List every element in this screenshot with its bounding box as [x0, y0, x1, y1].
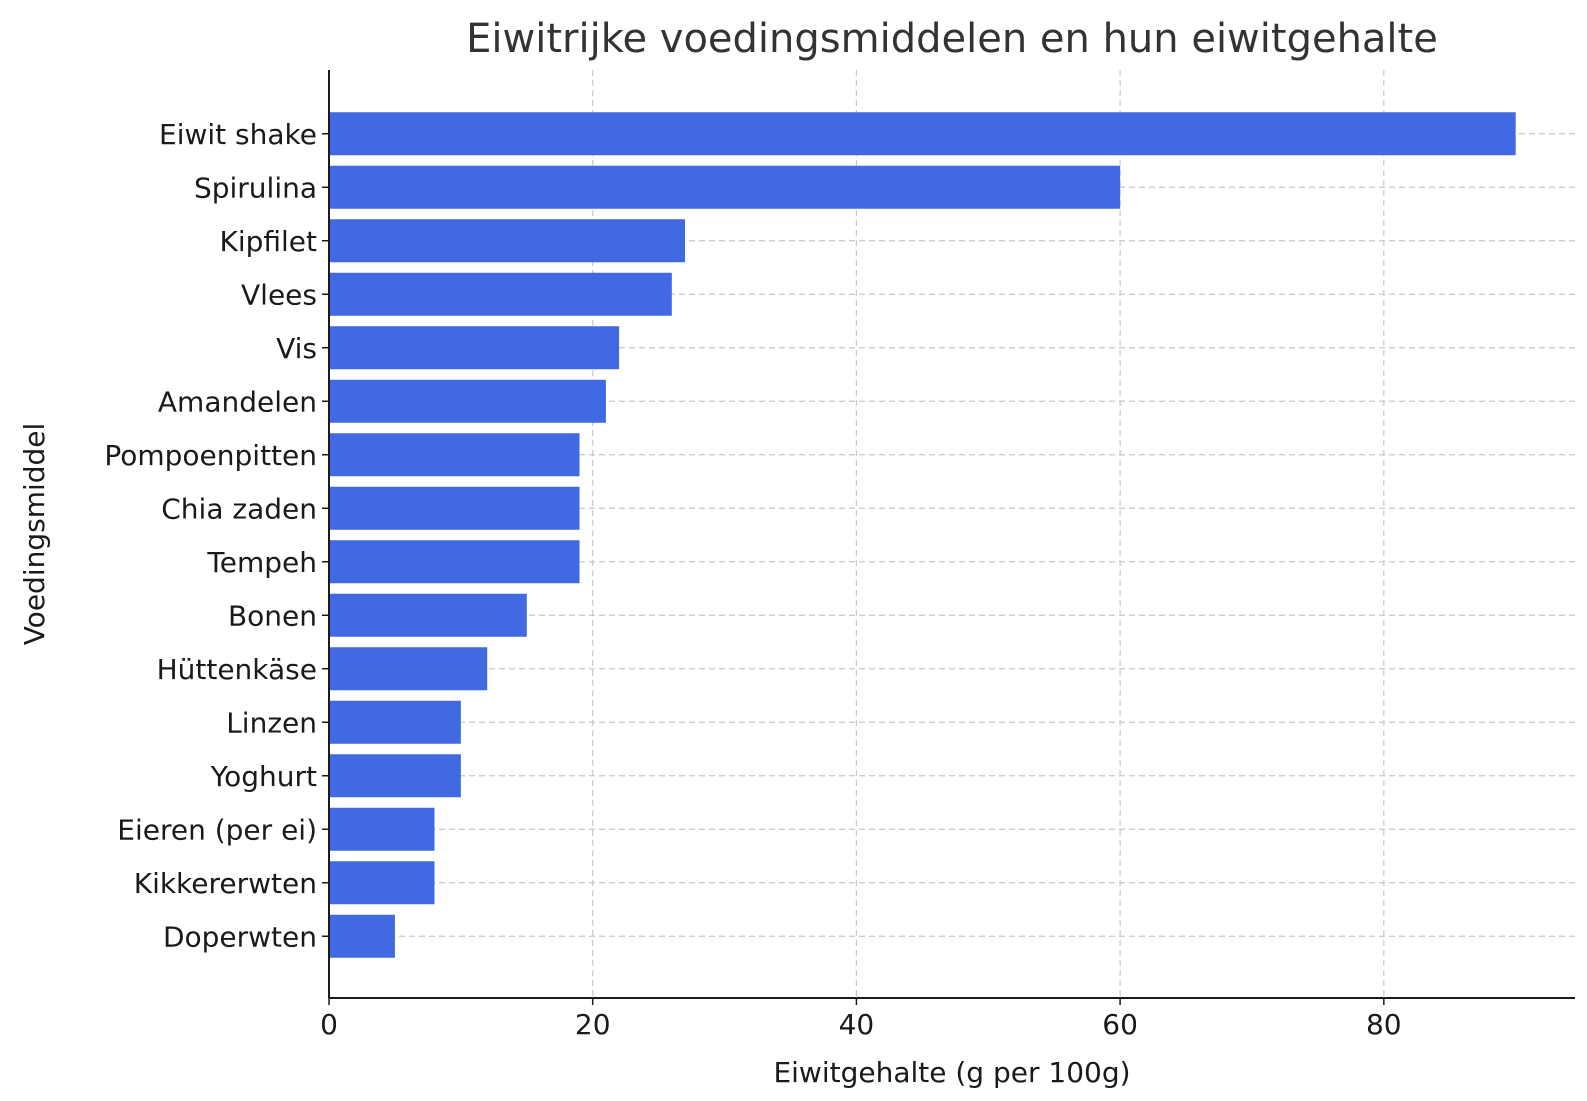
- bar-13: [329, 807, 435, 851]
- y-tick-label-5: Amandelen: [158, 385, 317, 418]
- y-tick-label-8: Tempeh: [206, 546, 317, 579]
- x-tick-labels: 0 20 40 60 80: [320, 998, 1402, 1041]
- bar-3: [329, 272, 672, 316]
- bar-5: [329, 379, 606, 423]
- bar-0: [329, 112, 1516, 156]
- y-tick-label-4: Vis: [276, 332, 317, 365]
- bar-7: [329, 486, 580, 530]
- bar-14: [329, 861, 435, 905]
- bar-6: [329, 433, 580, 477]
- y-tick-label-15: Doperwten: [163, 920, 317, 953]
- y-tick-label-7: Chia zaden: [161, 492, 317, 525]
- bar-10: [329, 647, 488, 691]
- x-axis-label: Eiwitgehalte (g per 100g): [773, 1056, 1130, 1089]
- bar-12: [329, 754, 461, 798]
- x-tick-label-0: 0: [320, 1008, 338, 1041]
- x-tick-label-3: 60: [1102, 1008, 1138, 1041]
- axes: [328, 70, 1575, 999]
- y-tick-label-13: Eieren (per ei): [117, 813, 317, 846]
- y-tick-label-14: Kikkererwten: [134, 867, 317, 900]
- y-tick-label-12: Yoghurt: [210, 760, 317, 793]
- y-tick-labels: Eiwit shake Spirulina Kipfilet Vlees Vis Aman…: [104, 118, 329, 953]
- y-tick-label-11: Linzen: [226, 706, 317, 739]
- chart-title: Eiwitrijke voedingsmiddelen en hun eiwit…: [466, 16, 1438, 62]
- bar-15: [329, 914, 395, 958]
- bar-11: [329, 700, 461, 744]
- bar-1: [329, 165, 1121, 209]
- bar-2: [329, 219, 685, 263]
- y-tick-label-9: Bonen: [228, 599, 317, 632]
- bar-8: [329, 540, 580, 584]
- x-tick-label-2: 40: [839, 1008, 875, 1041]
- bars: [329, 112, 1516, 958]
- x-tick-label-4: 80: [1366, 1008, 1402, 1041]
- y-tick-label-3: Vlees: [241, 278, 317, 311]
- y-tick-label-0: Eiwit shake: [159, 118, 317, 151]
- bar-9: [329, 593, 527, 637]
- y-tick-label-1: Spirulina: [194, 171, 317, 204]
- grid: [329, 70, 1575, 998]
- bar-4: [329, 326, 620, 370]
- x-tick-label-1: 20: [575, 1008, 611, 1041]
- y-axis-label: Voedingsmiddel: [18, 423, 51, 646]
- y-tick-label-2: Kipfilet: [219, 225, 317, 258]
- y-tick-label-10: Hüttenkäse: [157, 653, 317, 686]
- y-tick-label-6: Pompoenpitten: [104, 439, 317, 472]
